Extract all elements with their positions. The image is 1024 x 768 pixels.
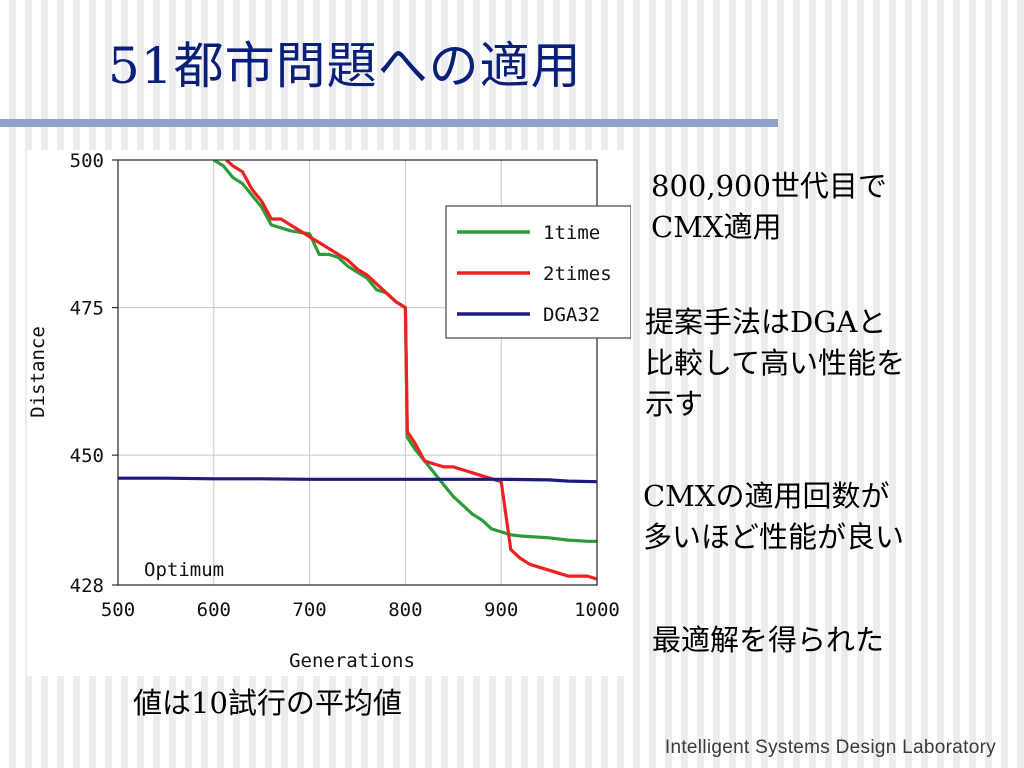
x-tick-label: 800 [388, 599, 422, 621]
legend-label-1time: 1time [543, 222, 600, 244]
note-line: 800,900世代目で [651, 169, 887, 203]
series-line-1time [212, 160, 597, 543]
x-tick-label: 500 [101, 599, 135, 621]
chart-panel: 500 600 700 800 900 1000 500 475 450 428 1time 2ti… [27, 150, 631, 676]
y-tick-label: 450 [70, 445, 104, 467]
note-optimum: 最適解を得られた [652, 620, 884, 661]
note-line: 示す [645, 387, 704, 421]
chart-tick-labels: 500 600 700 800 900 1000 500 475 450 428 [70, 150, 620, 621]
x-tick-label: 600 [197, 599, 231, 621]
slide-title: 51都市問題への適用 [108, 37, 582, 95]
note-cmx-generations: 800,900世代目で CMX適用 [651, 166, 887, 248]
x-tick-label: 700 [292, 599, 326, 621]
legend-label-dga32: DGA32 [543, 304, 600, 326]
x-axis-label: Generations [289, 650, 415, 672]
series-line-dga32 [118, 476, 597, 484]
y-tick-label: 500 [70, 150, 104, 172]
note-line: 比較して高い性能を [645, 346, 906, 380]
annotation-optimum: Optimum [144, 559, 224, 581]
plot-area-frame [117, 159, 598, 586]
note-line: 提案手法はDGAと [645, 305, 887, 339]
caption-line: 値は10試行の平均値 [133, 686, 402, 720]
chart-legend: 1time 2times DGA32 [445, 205, 631, 339]
note-line: CMXの適用回数が [643, 479, 890, 513]
title-divider [0, 119, 778, 127]
x-tick-label: 900 [484, 599, 518, 621]
caption-average: 値は10試行の平均値 [133, 683, 402, 724]
note-cmx-count: CMXの適用回数が 多いほど性能が良い [643, 476, 904, 558]
y-tick-label: 475 [70, 298, 104, 320]
note-line: 多いほど性能が良い [643, 520, 905, 554]
series-line-2times [225, 160, 597, 581]
legend-label-2times: 2times [543, 263, 612, 285]
chart-series [118, 160, 597, 581]
note-line: 最適解を得られた [652, 623, 885, 657]
y-tick-label: 428 [70, 575, 104, 597]
line-chart: 500 600 700 800 900 1000 500 475 450 428 1time 2ti… [27, 150, 631, 672]
note-line: CMX適用 [651, 210, 782, 244]
footer-lab-name: Intelligent Systems Design Laboratory [664, 737, 996, 758]
y-axis-label: Distance [27, 326, 49, 418]
x-tick-label: 1000 [574, 599, 620, 621]
note-compare-dga: 提案手法はDGAと 比較して高い性能を 示す [645, 302, 905, 425]
